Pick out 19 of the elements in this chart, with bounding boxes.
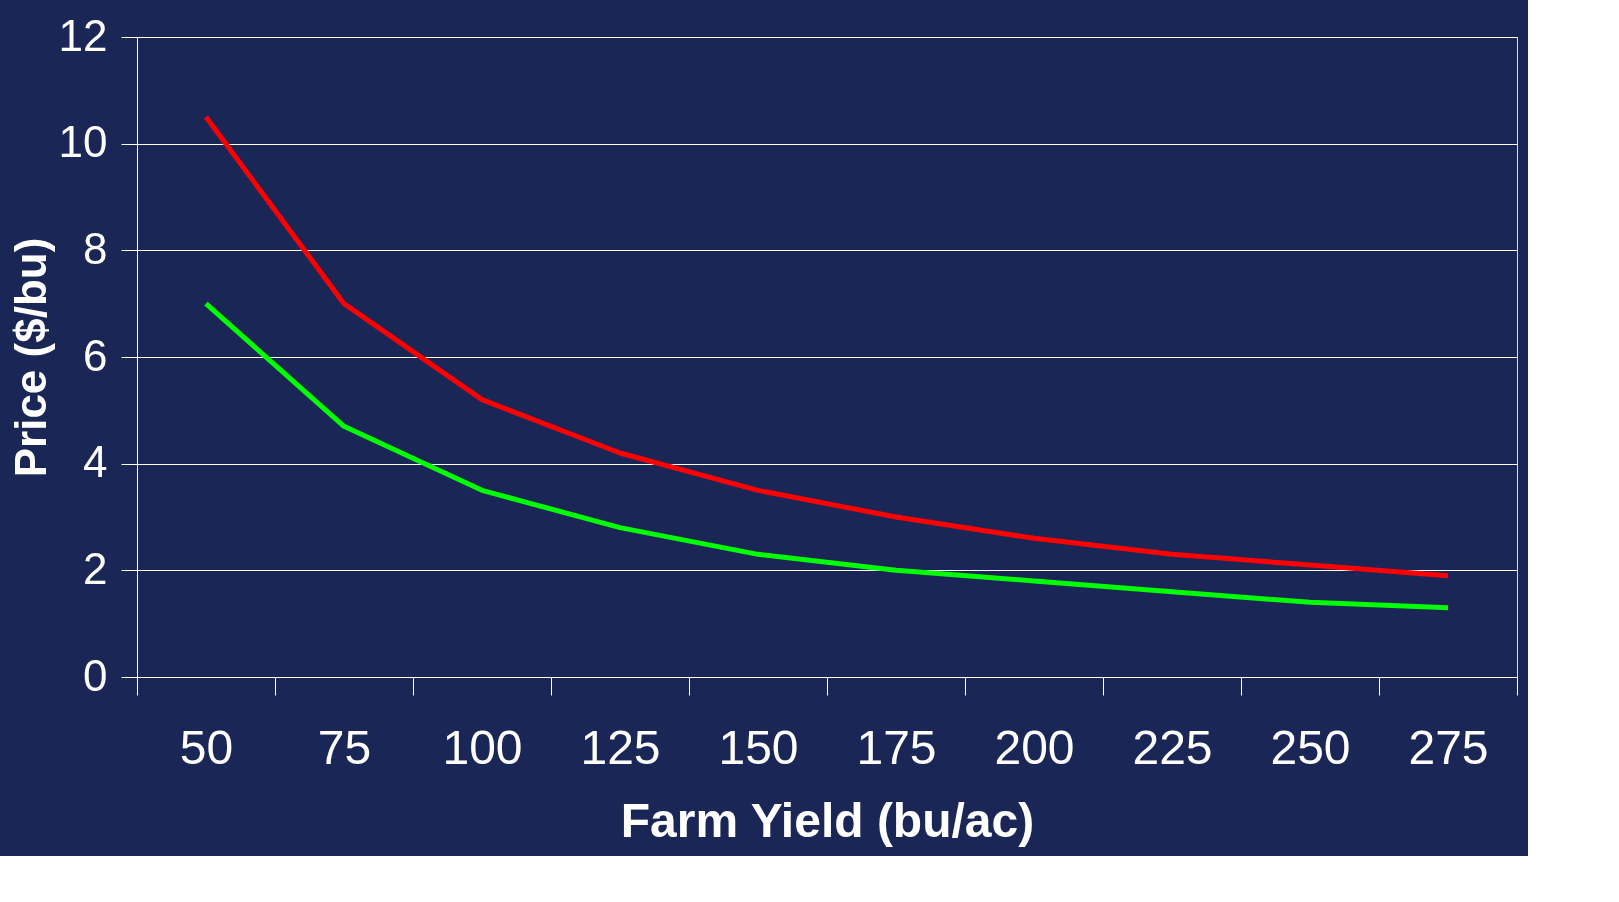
x-tick-label: 175 xyxy=(856,720,937,774)
y-tick-label: 10 xyxy=(58,117,108,167)
y-tick-label: 4 xyxy=(83,437,108,487)
x-tick-label: 200 xyxy=(994,720,1075,774)
y-tick-label: 6 xyxy=(83,330,108,380)
x-axis-title: Farm Yield (bu/ac) xyxy=(620,793,1035,847)
x-tick-label: 150 xyxy=(718,720,799,774)
x-tick-label: 75 xyxy=(317,720,372,774)
y-tick-label: 0 xyxy=(83,650,108,700)
y-tick-label: 2 xyxy=(83,543,108,593)
x-tick-label: 225 xyxy=(1132,720,1213,774)
y-tick-label: 12 xyxy=(58,10,108,60)
y-axis-title: Price ($/bu) xyxy=(5,237,55,478)
x-tick-label: 250 xyxy=(1270,720,1351,774)
x-tick-label: 275 xyxy=(1408,720,1489,774)
x-tick-label: 50 xyxy=(179,720,234,774)
x-tick-label: 125 xyxy=(580,720,661,774)
y-tick-label: 8 xyxy=(83,223,108,273)
x-tick-label: 100 xyxy=(442,720,523,774)
